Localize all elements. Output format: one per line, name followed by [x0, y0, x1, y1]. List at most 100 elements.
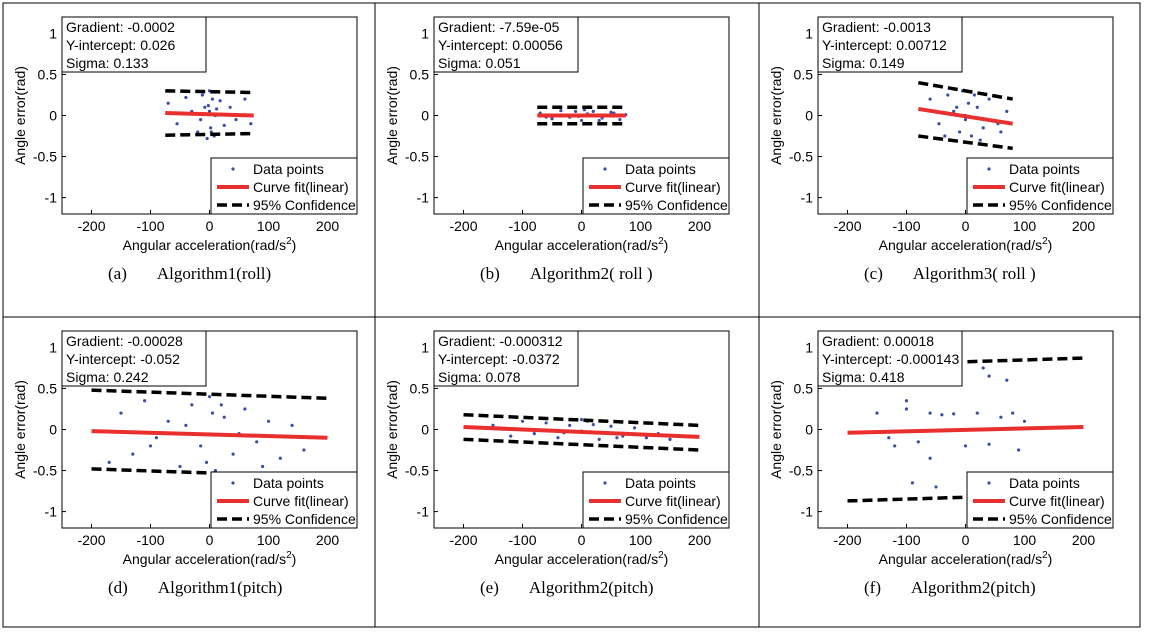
x-tick-label: -200: [77, 218, 105, 234]
annotation: Gradient: -0.000312: [438, 333, 563, 349]
data-point: [196, 130, 200, 134]
caption-title: Algorithm2(pitch): [911, 578, 1036, 597]
data-point: [1022, 419, 1027, 423]
x-tick-label: 200: [1072, 218, 1096, 234]
data-point: [214, 107, 219, 111]
data-point: [999, 130, 1003, 134]
x-tick-label: -200: [833, 532, 861, 548]
x-tick-label: -200: [449, 218, 477, 234]
caption-label: (a): [108, 264, 127, 283]
y-tick-label: 0.5: [410, 380, 430, 396]
confidence-lower: [463, 437, 700, 452]
x-tick-label: -100: [508, 218, 536, 234]
data-point: [987, 97, 991, 101]
caption: (a) Algorithm1(roll): [108, 264, 271, 283]
data-point: [302, 448, 306, 452]
legend-symbol: [987, 481, 991, 485]
x-tick-label: 200: [1072, 532, 1096, 548]
y-tick-label: -0.5: [789, 149, 813, 165]
data-point: [520, 419, 525, 423]
data-point: [200, 93, 205, 97]
data-point: [618, 118, 622, 122]
annotation: Y-intercept: -0.0372: [438, 351, 560, 367]
data-point: [184, 423, 188, 427]
data-point: [222, 123, 226, 127]
x-axis-label-text: Angular acceleration(rad/s: [879, 237, 1042, 253]
data-point: [597, 437, 601, 441]
data-point: [148, 444, 153, 448]
caption-title: Algorithm2( roll ): [530, 264, 653, 283]
y-tick-label: 0: [421, 422, 429, 438]
caption: (f) Algorithm2(pitch): [864, 578, 1036, 597]
data-point: [668, 437, 672, 441]
data-point: [579, 418, 584, 422]
data-point: [591, 109, 595, 113]
annotation: Sigma: 0.242: [66, 369, 149, 385]
data-point: [981, 126, 985, 130]
legend-label: Data points: [625, 161, 696, 177]
y-tick-label: 0: [805, 422, 813, 438]
legend-label: Curve fit(linear): [253, 179, 349, 195]
data-point: [175, 122, 179, 126]
x-axis-label-end: ): [664, 237, 669, 253]
caption-label: (c): [864, 264, 883, 283]
legend-symbol: [231, 481, 235, 485]
x-tick-label: -100: [136, 218, 164, 234]
data-point: [958, 130, 962, 134]
x-tick-label: 100: [257, 218, 281, 234]
x-tick-label: 200: [316, 218, 340, 234]
data-point: [255, 440, 259, 444]
legend-label: Curve fit(linear): [1009, 493, 1105, 509]
data-point: [887, 436, 891, 440]
data-point: [210, 411, 215, 415]
data-point: [579, 118, 584, 123]
data-point: [166, 101, 170, 105]
y-tick-label: 0: [49, 108, 57, 124]
data-point: [154, 436, 158, 440]
data-point: [955, 105, 959, 109]
y-tick-label: 0.5: [410, 66, 430, 82]
y-axis-label: Angle error(rad): [12, 380, 28, 479]
annotation: Y-intercept: -0.000143: [822, 351, 959, 367]
annotation: Gradient: -0.00028: [66, 333, 183, 349]
data-point: [178, 464, 182, 469]
data-point: [210, 97, 215, 101]
x-axis-label-end: ): [664, 551, 669, 567]
data-point: [609, 424, 613, 428]
x-tick-label: 100: [629, 218, 653, 234]
y-tick-label: 1: [421, 339, 429, 355]
x-tick-label: -200: [833, 218, 861, 234]
x-tick-label: -200: [77, 532, 105, 548]
x-axis-label-sup: 2: [658, 236, 664, 247]
data-point: [946, 93, 950, 97]
x-axis-label-sup: 2: [658, 550, 664, 561]
data-point: [615, 436, 619, 440]
data-point: [231, 452, 235, 456]
x-axis-label-text: Angular acceleration(rad/s: [495, 551, 658, 567]
legend-symbol: [603, 481, 607, 485]
y-tick-label: 0: [421, 108, 429, 124]
y-tick-label: -1: [417, 504, 430, 520]
caption-title: Algorithm2(pitch): [529, 578, 654, 597]
data-point: [550, 117, 554, 121]
data-point: [1011, 411, 1015, 415]
data-point: [940, 413, 944, 417]
data-point: [633, 426, 637, 430]
legend-label: Data points: [1009, 475, 1080, 491]
x-axis-label-end: ): [292, 551, 297, 567]
annotation: Gradient: -7.59e-05: [438, 19, 560, 35]
data-point: [609, 110, 613, 114]
x-axis-label-end: ): [292, 237, 297, 253]
data-point: [975, 105, 979, 109]
legend-label: 95% Confidence: [1009, 511, 1112, 527]
x-tick-label: -100: [892, 218, 920, 234]
confidence-upper: [918, 80, 1013, 101]
y-tick-label: -1: [417, 190, 430, 206]
x-tick-label: -100: [136, 532, 164, 548]
x-tick-label: 100: [257, 532, 281, 548]
legend-symbol: [987, 167, 991, 171]
y-axis-label: Angle error(rad): [384, 380, 400, 479]
data-point: [644, 436, 649, 440]
caption: (b) Algorithm2( roll ): [480, 264, 653, 283]
x-tick-label: -100: [892, 532, 920, 548]
